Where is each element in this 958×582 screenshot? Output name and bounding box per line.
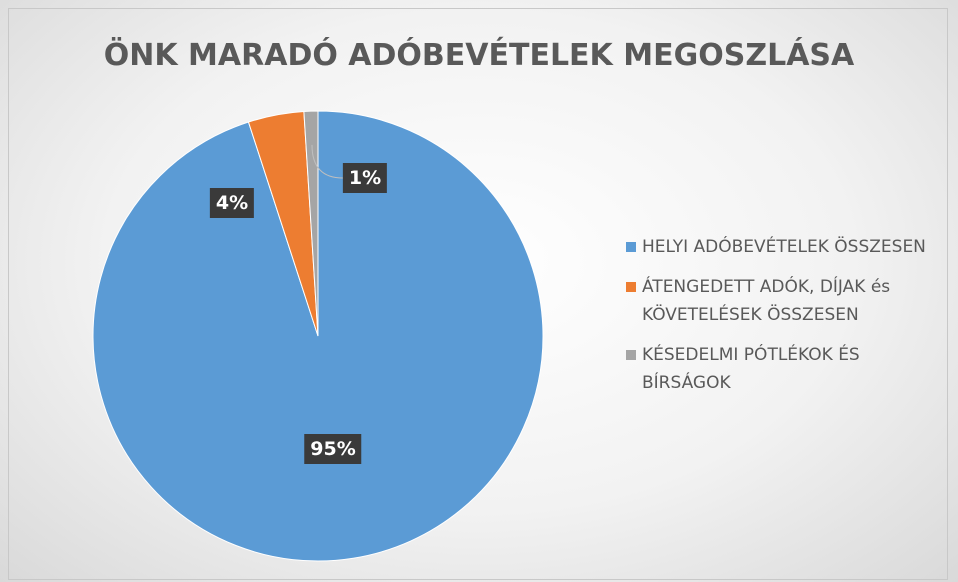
data-label: 95% <box>304 434 362 464</box>
legend: HELYI ADÓBEVÉTELEK ÖSSZESEN ÁTENGEDETT AD… <box>626 233 946 409</box>
data-label: 1% <box>342 163 388 193</box>
data-label: 4% <box>209 188 255 218</box>
legend-entry: ÁTENGEDETT ADÓK, DÍJAK és KÖVETELÉSEK ÖS… <box>626 273 946 329</box>
leader-line <box>311 144 344 179</box>
legend-entry: HELYI ADÓBEVÉTELEK ÖSSZESEN <box>626 233 946 261</box>
chart-border <box>8 8 948 580</box>
chart-title: ÖNK MARADÓ ADÓBEVÉTELEK MEGOSZLÁSA <box>103 38 855 73</box>
legend-swatch <box>626 242 636 252</box>
legend-entry: KÉSEDELMI PÓTLÉKOK ÉS BÍRSÁGOK <box>626 341 946 397</box>
slice <box>303 110 319 337</box>
legend-swatch <box>626 350 636 360</box>
legend-swatch <box>626 282 636 292</box>
